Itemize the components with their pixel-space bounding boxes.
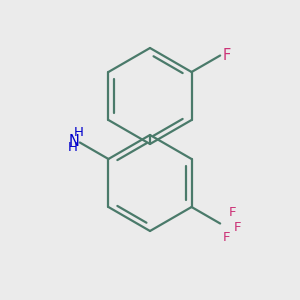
Text: N: N [69, 134, 80, 148]
Text: F: F [234, 221, 242, 234]
Text: H: H [68, 141, 77, 154]
Text: F: F [223, 231, 230, 244]
Text: H: H [74, 126, 83, 140]
Text: F: F [229, 206, 236, 219]
Text: F: F [223, 48, 231, 63]
